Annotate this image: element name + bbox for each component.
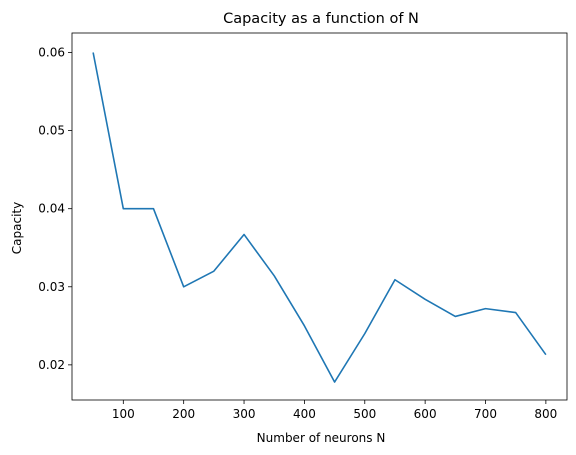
x-tick-label: 700 (474, 407, 497, 421)
x-tick-label: 600 (414, 407, 437, 421)
y-tick-label: 0.03 (38, 280, 65, 294)
y-tick-label: 0.06 (38, 46, 65, 60)
x-axis: 100 200 300 400 500 600 700 800 (112, 400, 557, 421)
x-tick-label: 100 (112, 407, 135, 421)
x-axis-label: Number of neurons N (257, 431, 386, 445)
x-tick-label: 500 (353, 407, 376, 421)
x-tick-label: 200 (172, 407, 195, 421)
x-tick-label: 800 (534, 407, 557, 421)
y-tick-label: 0.05 (38, 124, 65, 138)
x-tick-label: 400 (293, 407, 316, 421)
y-axis: 0.02 0.03 0.04 0.05 0.06 (38, 46, 72, 372)
y-axis-label: Capacity (10, 202, 24, 254)
y-tick-label: 0.04 (38, 202, 65, 216)
plot-area (71, 32, 568, 401)
series-line (92, 52, 547, 383)
x-tick-label: 300 (233, 407, 256, 421)
chart-title: Capacity as a function of N (223, 11, 419, 27)
y-tick-label: 0.02 (38, 358, 65, 372)
series-layer (92, 52, 547, 383)
